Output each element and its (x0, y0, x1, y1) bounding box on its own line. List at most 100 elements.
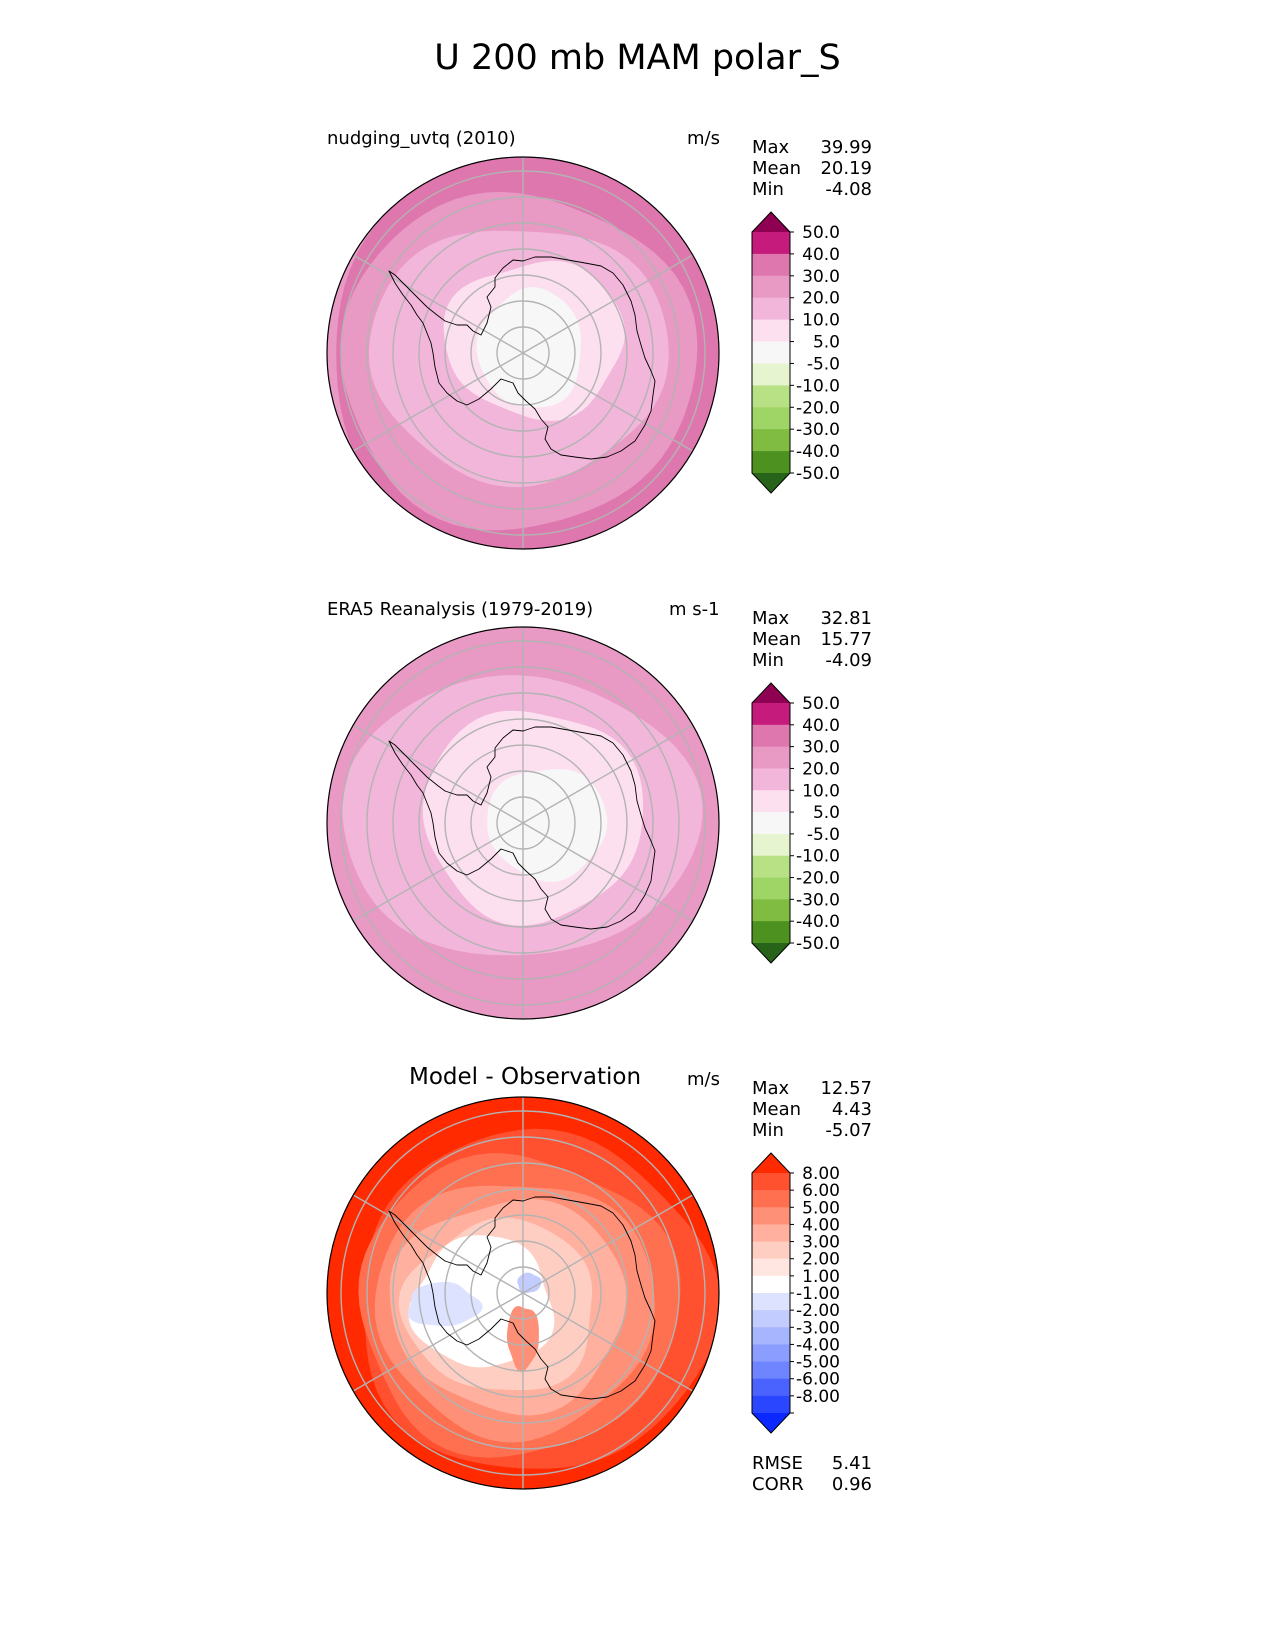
meridian-gridline (352, 724, 524, 824)
colorbar-swatch (752, 899, 790, 922)
colorbar-tick-label: -5.00 (796, 1353, 840, 1373)
panel3-units: m/s (687, 1069, 720, 1090)
colorbar-swatch (752, 1241, 790, 1260)
colorbar-tick-label: 5.0 (813, 803, 840, 823)
colorbar-extend-max (752, 1153, 790, 1173)
colorbar-swatch (752, 1378, 790, 1397)
colorbar-tick-label: -6.00 (796, 1370, 840, 1390)
colorbar-swatch (752, 275, 790, 299)
figure-title: U 200 mb MAM polar_S (434, 38, 841, 78)
colorbar-swatch (752, 407, 790, 430)
panel3-max-value: 12.57 (820, 1078, 872, 1099)
panel2-min-label: Min (752, 650, 784, 671)
colorbar-tick-label: -3.00 (796, 1318, 840, 1338)
panel3-title: Model - Observation (409, 1064, 642, 1090)
colorbar-tick-label: -5.0 (807, 354, 840, 374)
colorbar-tick-label: -8.00 (796, 1387, 840, 1407)
antarctica-coastline (388, 726, 656, 930)
colorbar-tick-label: 4.00 (802, 1215, 840, 1235)
panel3-mean-value: 4.43 (831, 1099, 872, 1120)
panel2-max-value: 32.81 (820, 608, 872, 629)
panel1-min-value: -4.08 (825, 179, 872, 200)
colorbar-tick-label: -5.0 (807, 825, 840, 845)
colorbar-tick-label: 50.0 (802, 694, 840, 714)
colorbar-extend-min (752, 1413, 790, 1433)
meridian-gridline (522, 254, 694, 354)
colorbar-tick-label: -1.00 (796, 1284, 840, 1304)
antarctica-coastline (388, 256, 656, 460)
polar-map-3 (326, 1096, 720, 1490)
meridian-gridline (352, 352, 524, 452)
colorbar-swatch (752, 877, 790, 900)
colorbar-tick-label: 5.0 (813, 333, 840, 353)
colorbar-swatch (752, 297, 790, 321)
map-field (327, 157, 719, 549)
colorbar-extend-max (752, 212, 790, 232)
colorbar-tick-label: 50.0 (802, 223, 840, 243)
colorbar-tick-label: -2.00 (796, 1301, 840, 1321)
panel3-min-value: -5.07 (825, 1120, 872, 1141)
colorbar-swatch (752, 1395, 790, 1414)
panel1-min-label: Min (752, 179, 784, 200)
panel1-units: m/s (687, 128, 720, 149)
meridian-gridline (352, 1194, 524, 1294)
colorbar-swatch (752, 451, 790, 474)
colorbar-swatch (752, 341, 790, 364)
meridian-gridline (522, 1292, 694, 1392)
map-field (327, 627, 719, 1019)
colorbar-tick-label: 10.0 (802, 781, 840, 801)
colorbar-swatch (752, 1293, 790, 1311)
colorbar-swatch (752, 746, 790, 769)
colorbar-swatch (752, 253, 790, 277)
corr-label: CORR (752, 1474, 804, 1495)
colorbar-tick-label: -20.0 (796, 869, 840, 889)
rmse-label: RMSE (752, 1453, 803, 1474)
panel2-mean-label: Mean (752, 629, 802, 650)
panel3-max-label: Max (752, 1078, 790, 1099)
colorbar-swatch (752, 1207, 790, 1225)
colorbar-tick-label: 2.00 (802, 1250, 840, 1270)
colorbar-tick-label: 10.0 (802, 311, 840, 331)
colorbar-tick-label: 8.00 (802, 1164, 840, 1184)
map-boundary (326, 626, 720, 1020)
colorbar-tick-label: -40.0 (796, 912, 840, 932)
panel3-min-label: Min (752, 1120, 784, 1141)
panel2-min-value: -4.09 (825, 650, 872, 671)
colorbar-tick-label: -30.0 (796, 420, 840, 440)
colorbar-tick-label: -20.0 (796, 398, 840, 418)
colorbar-tick-label: -30.0 (796, 890, 840, 910)
colorbar-tick-label: 6.00 (802, 1181, 840, 1201)
rmse-value: 5.41 (831, 1453, 872, 1474)
colorbar-tick-label: -4.00 (796, 1335, 840, 1355)
corr-value: 0.96 (831, 1474, 872, 1495)
colorbar-tick-label: 20.0 (802, 759, 840, 779)
colorbar-tick-label: -40.0 (796, 442, 840, 462)
colorbar-swatch (752, 385, 790, 408)
colorbar-swatch (752, 429, 790, 452)
colorbar-extend-max (752, 683, 790, 703)
map-boundary (326, 156, 720, 550)
colorbar-swatch (752, 1275, 790, 1294)
panel1-max-value: 39.99 (820, 137, 872, 158)
meridian-gridline (352, 1292, 524, 1392)
colorbar-1: 50.040.030.020.010.05.0-5.0-10.0-20.0-30… (751, 211, 840, 494)
colorbar-tick-label: 1.00 (802, 1267, 840, 1287)
panel1-mean-label: Mean (752, 158, 802, 179)
colorbar-tick-label: 5.00 (802, 1198, 840, 1218)
panel1-mean-value: 20.19 (820, 158, 872, 179)
colorbar-tick-label: 40.0 (802, 245, 840, 265)
colorbar-swatch (752, 855, 790, 879)
colorbar-tick-label: -50.0 (796, 464, 840, 484)
meridian-gridline (352, 822, 524, 922)
colorbar-tick-label: 30.0 (802, 267, 840, 287)
panel1-max-label: Max (752, 137, 790, 158)
colorbar-3: 8.006.005.004.003.002.001.00-1.00-2.00-3… (751, 1152, 840, 1434)
colorbar-tick-label: 30.0 (802, 738, 840, 758)
meridian-gridline (522, 1194, 694, 1294)
colorbar-swatch (752, 1344, 790, 1363)
colorbar-swatch (752, 790, 790, 813)
meridian-gridline (522, 352, 694, 452)
colorbar-2: 50.040.030.020.010.05.0-5.0-10.0-20.0-30… (751, 682, 840, 964)
meridian-gridline (352, 254, 524, 354)
